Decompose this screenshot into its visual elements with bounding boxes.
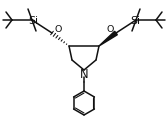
Text: O: O [54,24,62,34]
Polygon shape [99,31,117,46]
Text: Si: Si [130,16,140,26]
Text: Si: Si [28,16,38,26]
Text: N: N [80,68,88,81]
Text: O: O [106,24,114,34]
